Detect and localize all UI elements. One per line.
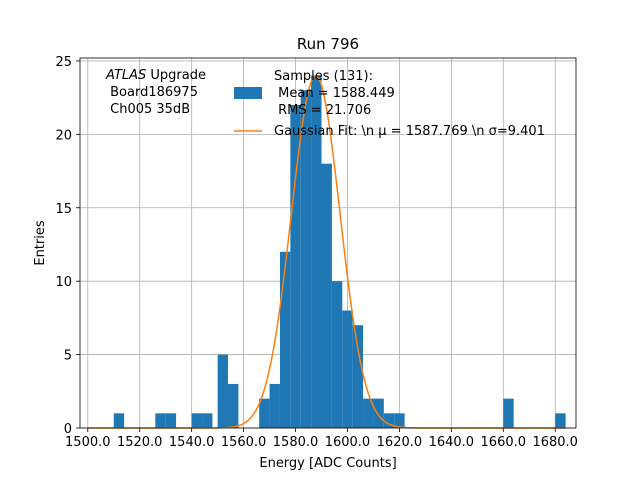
y-axis-label: Entries — [33, 220, 48, 266]
x-tick-label: 1540.0 — [169, 435, 215, 450]
histogram-bar — [165, 413, 177, 428]
x-tick-label: 1640.0 — [429, 435, 475, 450]
annotation-board: Board186975 — [106, 85, 198, 100]
x-tick-label: 1580.0 — [273, 435, 319, 450]
histogram-bar — [279, 251, 291, 428]
y-tick-label: 25 — [55, 55, 72, 70]
histogram-bar — [352, 325, 364, 428]
y-tick-label: 15 — [55, 202, 72, 217]
histogram-bar — [311, 75, 322, 428]
x-axis-label: Energy [ADC Counts] — [259, 456, 396, 471]
histogram-bar — [394, 413, 405, 428]
legend: Samples (131): Mean = 1588.449 RMS = 21.… — [234, 69, 545, 139]
histogram-bar — [113, 413, 125, 428]
legend-histogram-swatch — [234, 87, 262, 99]
y-axis-ticks: 0 5 10 15 20 25 — [55, 55, 80, 437]
histogram-bar — [555, 413, 566, 428]
annotation-atlas: ATLAS — [105, 68, 146, 83]
histogram-bar — [503, 398, 514, 428]
y-tick-label: 5 — [64, 349, 72, 364]
x-tick-label: 1560.0 — [221, 435, 267, 450]
histogram-bar — [155, 413, 166, 428]
annotation-line-1: ATLAS Upgrade — [105, 68, 206, 83]
histogram-bar — [373, 398, 384, 428]
annotation-channel: Ch005 35dB — [106, 102, 190, 117]
legend-rms: RMS = 21.706 — [274, 103, 371, 118]
x-tick-label: 1600.0 — [325, 435, 371, 450]
histogram-bar — [321, 163, 332, 428]
histogram-bar — [290, 104, 301, 428]
histogram-bar — [269, 383, 280, 428]
histogram-bar — [383, 413, 395, 428]
histogram-bar — [363, 398, 374, 428]
legend-fit-label: Gaussian Fit: \n μ = 1587.769 \n σ=9.401 — [274, 124, 545, 139]
x-tick-label: 1680.0 — [532, 435, 578, 450]
legend-mean: Mean = 1588.449 — [274, 86, 395, 101]
histogram-bar — [202, 413, 213, 428]
y-tick-label: 20 — [55, 128, 72, 143]
histogram-bar — [300, 90, 312, 429]
histogram-bar — [259, 398, 270, 428]
histogram-bar — [331, 281, 343, 428]
histogram-bar — [217, 354, 229, 428]
y-tick-label: 0 — [64, 422, 72, 437]
x-tick-label: 1520.0 — [117, 435, 163, 450]
atlas-annotation: ATLAS Upgrade Board186975 Ch005 35dB — [105, 68, 206, 117]
histogram-bar — [191, 413, 203, 428]
histogram-bar — [342, 310, 353, 428]
x-tick-label: 1500.0 — [65, 435, 111, 450]
histogram-bars — [113, 75, 566, 429]
x-tick-label: 1620.0 — [377, 435, 423, 450]
legend-samples: Samples (131): — [274, 69, 373, 84]
annotation-upgrade: Upgrade — [146, 68, 206, 83]
histogram-bar — [228, 383, 239, 428]
y-tick-label: 10 — [55, 275, 72, 290]
plot-frame — [79, 57, 577, 429]
chart-title: Run 796 — [297, 35, 359, 53]
x-axis-ticks: 1500.0 1520.0 1540.0 1560.0 1580.0 1600.0 1620… — [65, 428, 578, 450]
x-tick-label: 1660.0 — [481, 435, 527, 450]
